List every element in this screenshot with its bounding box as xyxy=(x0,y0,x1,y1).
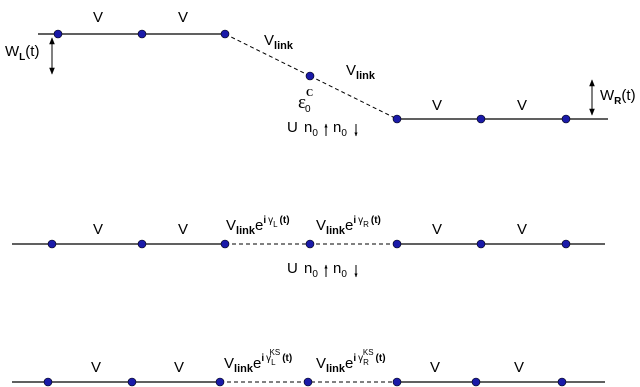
lead-site xyxy=(43,377,53,387)
hopping-label: V xyxy=(93,221,103,238)
density-up: n0 xyxy=(304,119,318,139)
density-down: n0 xyxy=(333,260,347,280)
hopping-label: V xyxy=(517,97,527,114)
lead-site xyxy=(215,377,225,387)
dot-site xyxy=(305,71,315,81)
link-phase-right-label: Vlinkei γR (t) xyxy=(316,215,381,237)
lead-site xyxy=(137,239,147,249)
lead-site xyxy=(561,114,571,124)
panel-1: V V V V WL(t) WR(t) Vlink Vlink εC 0 U n… xyxy=(5,9,636,139)
interaction-u: U xyxy=(287,119,298,136)
interaction-u: U xyxy=(287,260,298,277)
hopping-label: V xyxy=(430,359,440,376)
hopping-label: V xyxy=(174,359,184,376)
lead-site xyxy=(220,29,230,39)
panel-2: V V V V Vlinkei γL (t) Vlinkei γR (t) U n0 n… xyxy=(12,215,605,280)
interaction-term: U n0 n0 xyxy=(287,119,358,139)
panel-3: V V V V Vlinkei γLKS(t) Vlinkei γRKS(t) xyxy=(12,348,605,387)
lead-site xyxy=(392,114,402,124)
hopping-label: V xyxy=(178,9,188,26)
left-link-dashed xyxy=(224,33,311,77)
lead-site xyxy=(47,239,57,249)
link-hopping-label: Vlink xyxy=(264,32,294,52)
lead-site xyxy=(561,239,571,249)
hopping-label: V xyxy=(91,359,101,376)
hopping-label: V xyxy=(517,221,527,238)
density-up: n0 xyxy=(304,260,318,280)
link-ks-phase-right-label: Vlinkei γRKS(t) xyxy=(316,348,386,375)
link-phase-left-label: Vlinkei γL (t) xyxy=(226,215,290,237)
lead-site xyxy=(53,29,63,39)
right-bias-label: WR(t) xyxy=(600,87,636,107)
lead-site xyxy=(476,239,486,249)
lead-site xyxy=(392,239,402,249)
interaction-term: U n0 n0 xyxy=(287,260,358,280)
hopping-label: V xyxy=(514,359,524,376)
lead-site xyxy=(476,114,486,124)
lead-site xyxy=(471,377,481,387)
lead-site xyxy=(392,377,402,387)
dot-energy-label: εC xyxy=(298,88,313,113)
hopping-label: V xyxy=(432,221,442,238)
hopping-label: V xyxy=(432,97,442,114)
right-link-dashed xyxy=(309,75,398,120)
lead-site xyxy=(127,377,137,387)
dot-energy-subscript: 0 xyxy=(305,104,311,115)
dot-site xyxy=(303,377,313,387)
link-ks-phase-left-label: Vlinkei γLKS(t) xyxy=(224,348,292,375)
lead-site xyxy=(220,239,230,249)
hopping-label: V xyxy=(178,221,188,238)
left-bias-label: WL(t) xyxy=(5,43,39,63)
dot-site xyxy=(305,239,315,249)
density-down: n0 xyxy=(333,119,347,139)
lead-site xyxy=(557,377,567,387)
lead-site xyxy=(137,29,147,39)
hopping-label: V xyxy=(93,9,103,26)
link-hopping-label: Vlink xyxy=(346,62,376,82)
